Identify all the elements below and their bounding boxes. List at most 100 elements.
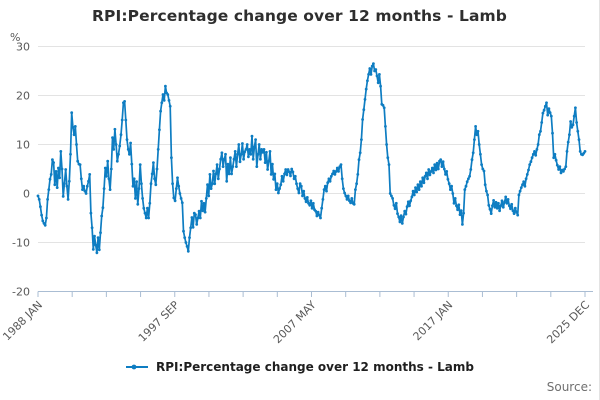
- series-point-marker: [555, 163, 559, 167]
- series-point-marker: [430, 166, 434, 170]
- series-point-marker: [314, 209, 318, 213]
- series-point-marker: [166, 93, 170, 96]
- series-point-marker: [90, 226, 94, 230]
- series-point-marker: [134, 197, 137, 200]
- series-point-marker: [519, 186, 523, 190]
- series-point-marker: [535, 148, 539, 151]
- series-point-marker: [483, 183, 487, 187]
- series-point-marker: [231, 165, 235, 169]
- series-point-marker: [301, 194, 304, 198]
- series-point-marker: [442, 167, 446, 171]
- series-point-marker: [432, 171, 435, 175]
- series-point-marker: [506, 198, 510, 201]
- series-point-marker: [156, 148, 160, 151]
- series-point-marker: [372, 62, 375, 65]
- series-point-marker: [109, 167, 113, 171]
- series-point-marker: [494, 200, 498, 204]
- series-point-marker: [305, 196, 309, 199]
- series-point-marker: [397, 215, 401, 219]
- series-point-marker: [358, 151, 362, 155]
- series-point-marker: [291, 170, 295, 174]
- series-point-marker: [137, 187, 141, 191]
- series-point-marker: [522, 180, 526, 184]
- series-point-marker: [296, 187, 300, 191]
- series-point-marker: [75, 143, 78, 146]
- series-point-marker: [97, 248, 101, 252]
- series-point-marker: [149, 182, 153, 186]
- series-point-marker: [83, 189, 87, 193]
- series-point-marker: [229, 156, 232, 160]
- series-point-marker: [412, 193, 416, 197]
- series-point-marker: [61, 195, 65, 198]
- series-point-marker: [436, 167, 440, 171]
- series-point-marker: [197, 209, 201, 213]
- series-point-marker: [51, 158, 54, 162]
- series-point-marker: [102, 187, 106, 191]
- series-point-marker: [495, 206, 499, 210]
- series-point-marker: [391, 197, 394, 200]
- series-point-marker: [512, 212, 516, 216]
- series-point-marker: [504, 195, 508, 199]
- legend-line-marker-icon: [126, 364, 149, 370]
- series-point-marker: [245, 143, 249, 146]
- series-point-marker: [349, 201, 352, 205]
- series-point-marker: [403, 209, 407, 213]
- series-point-marker: [479, 152, 482, 156]
- series-point-marker: [277, 191, 280, 195]
- series-point-marker: [127, 152, 131, 156]
- series-point-marker: [572, 114, 576, 118]
- series-point-marker: [461, 223, 464, 226]
- series-point-marker: [285, 173, 289, 177]
- series-point-marker: [569, 120, 572, 123]
- series-point-marker: [462, 211, 465, 215]
- series-point-marker: [171, 182, 175, 186]
- series-point-marker: [568, 133, 571, 137]
- series-point-marker: [180, 201, 184, 205]
- series-point-marker: [239, 152, 243, 156]
- series-point-marker: [542, 108, 546, 112]
- series-point-marker: [529, 160, 533, 164]
- series-point-marker: [352, 202, 356, 206]
- series-point-marker: [57, 166, 60, 170]
- series-point-marker: [220, 151, 224, 155]
- series-point-marker: [439, 158, 443, 162]
- series-point-marker: [178, 192, 182, 195]
- series-point-marker: [189, 226, 193, 230]
- series-point-marker: [243, 150, 247, 154]
- series-point-marker: [36, 194, 40, 198]
- series-point-marker: [362, 108, 366, 112]
- series-point-marker: [222, 157, 226, 161]
- series-point-marker: [244, 148, 248, 151]
- series-point-marker: [40, 213, 43, 217]
- series-point-marker: [227, 172, 231, 176]
- series-point-marker: [424, 171, 428, 175]
- series-point-marker: [64, 168, 68, 171]
- series-point-marker: [503, 200, 506, 204]
- series-point-marker: [405, 205, 409, 209]
- series-point-marker: [500, 199, 504, 203]
- series-point-marker: [507, 204, 511, 208]
- series-point-marker: [224, 152, 227, 156]
- series-point-marker: [96, 236, 100, 240]
- series-point-marker: [379, 84, 382, 88]
- series-point-marker: [565, 150, 569, 153]
- series-point-marker: [173, 199, 177, 203]
- series-point-marker: [236, 152, 240, 156]
- series-point-marker: [230, 172, 234, 176]
- series-point-marker: [138, 163, 142, 167]
- series-point-marker: [265, 150, 268, 154]
- series-point-marker: [91, 248, 95, 251]
- series-point-marker: [94, 243, 98, 247]
- series-point-marker: [58, 176, 61, 180]
- series-point-marker: [399, 214, 403, 218]
- series-point-marker: [427, 168, 431, 171]
- series-point-marker: [186, 249, 190, 253]
- series-point-marker: [402, 215, 405, 219]
- series-point-marker: [52, 161, 55, 165]
- series-point-marker: [212, 169, 215, 173]
- series-point-marker: [510, 202, 514, 206]
- series-point-marker: [426, 177, 429, 181]
- series-point-marker: [400, 222, 404, 225]
- series-point-marker: [85, 184, 89, 188]
- series-point-marker: [459, 209, 463, 213]
